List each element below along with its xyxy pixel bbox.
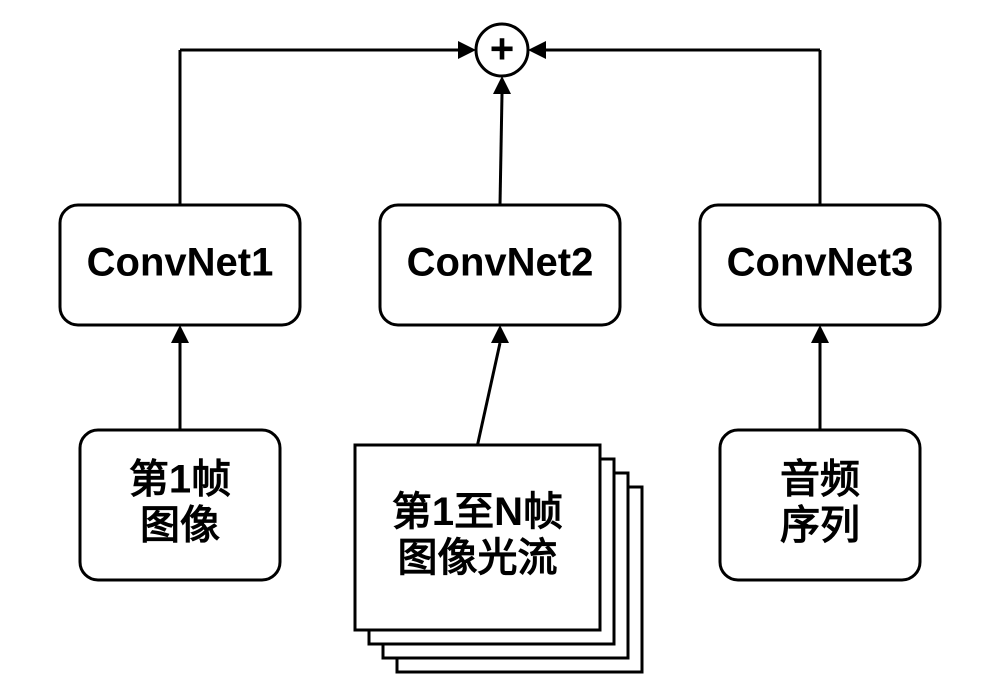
in1: 第1帧图像 (80, 430, 280, 580)
svg-text:图像: 图像 (140, 504, 220, 548)
in2: 第1至N帧图像光流 (355, 445, 642, 672)
svg-text:第1至N帧: 第1至N帧 (392, 490, 563, 534)
plus: + (476, 24, 528, 76)
conv2: ConvNet2 (380, 205, 620, 325)
in3: 音频序列 (720, 430, 920, 580)
svg-text:图像光流: 图像光流 (398, 536, 558, 580)
conv3: ConvNet3 (700, 205, 940, 325)
svg-text:+: + (490, 25, 515, 72)
conv1: ConvNet1 (60, 205, 300, 325)
svg-text:ConvNet1: ConvNet1 (87, 241, 274, 285)
svg-text:音频: 音频 (780, 458, 860, 502)
svg-text:ConvNet3: ConvNet3 (727, 241, 914, 285)
svg-text:第1帧: 第1帧 (129, 458, 231, 502)
svg-text:序列: 序列 (780, 504, 860, 548)
svg-text:ConvNet2: ConvNet2 (407, 241, 594, 285)
